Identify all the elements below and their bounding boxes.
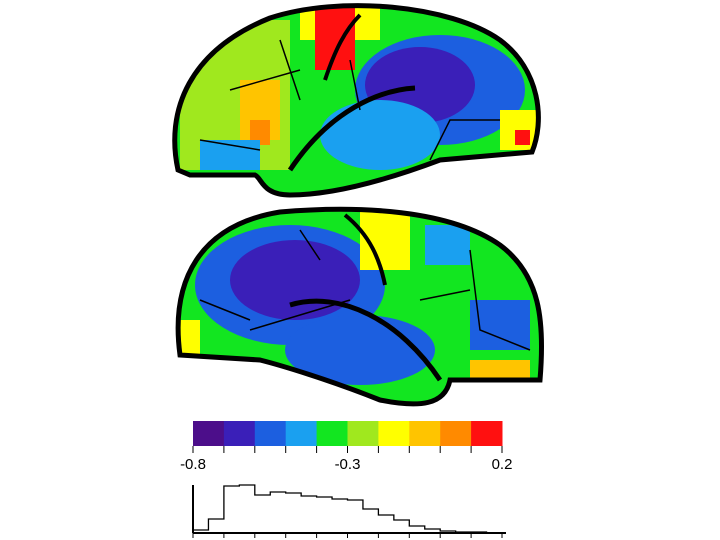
histogram-bar xyxy=(301,496,317,533)
histogram-bar xyxy=(193,530,209,533)
histogram-bar xyxy=(316,497,333,533)
colorbar-tick-label: 0.2 xyxy=(492,456,513,473)
colorbar-swatch xyxy=(193,421,225,446)
histogram-bar xyxy=(378,515,394,533)
brain-outline xyxy=(175,206,545,407)
histogram-outline xyxy=(193,484,502,534)
histogram-bar xyxy=(239,485,255,533)
colorbar-swatch xyxy=(316,421,348,446)
histogram-bar xyxy=(285,493,302,533)
histogram-bar xyxy=(362,509,379,533)
histogram-bar xyxy=(424,529,441,533)
colorbar-tick-label: -0.3 xyxy=(335,456,361,473)
colorbar-swatch xyxy=(378,421,410,446)
histogram-bar xyxy=(393,520,410,533)
histogram-bar xyxy=(254,495,271,533)
brain-lateral xyxy=(174,5,539,195)
colorbar-swatch xyxy=(223,421,256,446)
histogram-bar xyxy=(409,526,425,533)
histogram-bar xyxy=(223,486,240,533)
histogram-bar xyxy=(347,500,363,533)
colorbar-swatch xyxy=(440,421,472,446)
colorbar-swatch xyxy=(409,421,441,446)
colorbar-swatch xyxy=(347,421,379,446)
brain-outline xyxy=(172,3,541,198)
colorbar-swatch xyxy=(471,421,503,446)
colorbar-swatch xyxy=(254,421,287,446)
colorbar-tick-label: -0.8 xyxy=(180,456,206,473)
colorbar-swatch xyxy=(285,421,318,446)
histogram-bar xyxy=(270,492,286,533)
histogram-bar xyxy=(332,499,348,533)
histogram-bar xyxy=(208,519,224,533)
